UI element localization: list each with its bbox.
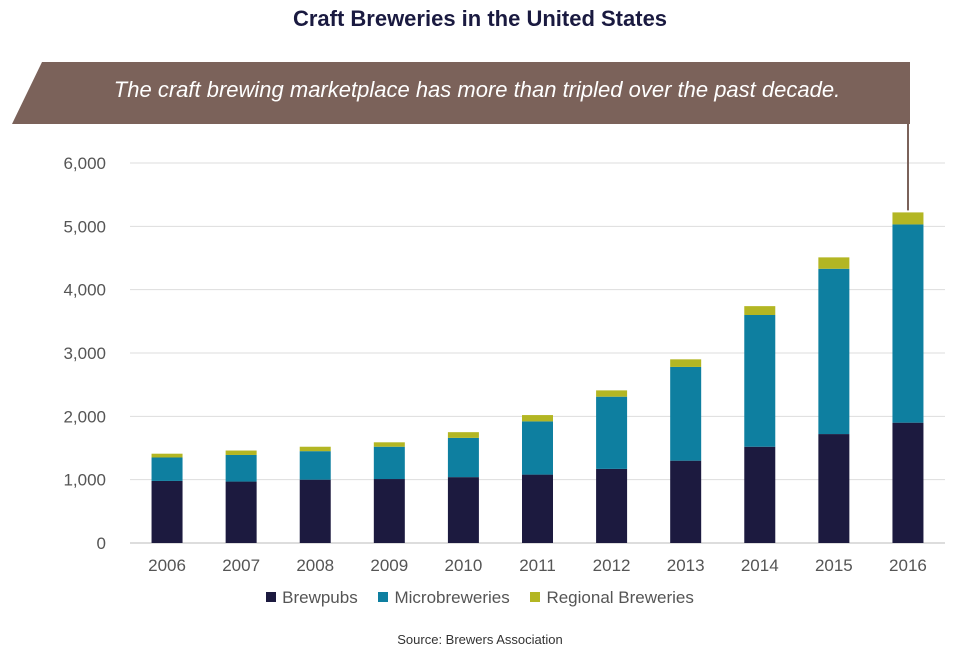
bar-segment-microbreweries: [670, 366, 702, 461]
bar-chart: 0 1,000 2,000 3,000 4,000 5,000 6,000 2006 2007 2…: [63, 124, 945, 575]
legend-item-brewpubs: Brewpubs: [266, 588, 358, 608]
x-tick-label: 2010: [444, 556, 482, 575]
y-tick-label: 1,000: [63, 471, 106, 490]
banner-text: The craft brewing marketplace has more t…: [113, 77, 841, 102]
y-tick-label: 2,000: [63, 407, 106, 426]
bar-segment-microbreweries: [151, 457, 183, 481]
bar-segment-brewpubs: [670, 460, 702, 543]
bar-segment-brewpubs: [299, 479, 331, 543]
legend-label-brewpubs: Brewpubs: [282, 588, 358, 607]
bar-segment-brewpubs: [151, 480, 183, 543]
chart-title: Craft Breweries in the United States: [292, 6, 668, 31]
legend-label-regional-breweries: Regional Breweries: [546, 588, 694, 607]
bar-segment-regional-breweries: [373, 442, 405, 447]
legend-item-microbreweries: Microbreweries: [378, 588, 510, 608]
bar-segment-brewpubs: [892, 422, 924, 543]
x-tick-label: 2007: [222, 556, 260, 575]
bar-segment-regional-breweries: [744, 306, 776, 315]
bar-segment-brewpubs: [522, 474, 553, 543]
bar-segment-microbreweries: [299, 451, 331, 480]
banner-shape: [12, 62, 910, 124]
source-note: Source: Brewers Association: [397, 632, 563, 647]
bar-segment-microbreweries: [596, 396, 628, 469]
bar-segment-microbreweries: [447, 437, 479, 478]
legend: Brewpubs Microbreweries Regional Breweri…: [0, 588, 960, 608]
y-tick-label: 4,000: [63, 281, 106, 300]
bar-segment-microbreweries: [522, 421, 553, 475]
bar-segment-regional-breweries: [892, 212, 924, 225]
bar-segment-microbreweries: [225, 454, 257, 482]
y-tick-label: 5,000: [63, 217, 106, 236]
bar-segment-brewpubs: [596, 468, 628, 543]
x-tick-label: 2013: [667, 556, 705, 575]
x-tick-label: 2016: [889, 556, 927, 575]
legend-item-regional-breweries: Regional Breweries: [530, 588, 694, 608]
bar-segment-brewpubs: [744, 446, 776, 543]
callout-banner: The craft brewing marketplace has more t…: [12, 62, 910, 124]
bar-segment-regional-breweries: [447, 432, 479, 438]
x-tick-label: 2012: [593, 556, 631, 575]
bar-segment-brewpubs: [447, 477, 479, 543]
x-tick-label: 2008: [296, 556, 334, 575]
x-tick-label: 2015: [815, 556, 853, 575]
bar-segment-regional-breweries: [225, 450, 257, 455]
bar-segment-regional-breweries: [151, 453, 183, 458]
bar-segment-microbreweries: [892, 224, 924, 423]
bar-segment-regional-breweries: [596, 390, 628, 397]
bar-segment-brewpubs: [373, 479, 405, 543]
legend-swatch-regional-breweries: [530, 592, 541, 602]
bar-segment-brewpubs: [818, 434, 850, 543]
x-tick-label: 2006: [148, 556, 186, 575]
bar-segment-regional-breweries: [818, 257, 850, 269]
y-tick-label: 3,000: [63, 344, 106, 363]
bar-segment-brewpubs: [225, 481, 257, 543]
y-tick-label: 0: [97, 534, 106, 553]
legend-swatch-brewpubs: [266, 592, 277, 602]
bar-segment-microbreweries: [373, 446, 405, 480]
x-tick-label: 2014: [741, 556, 779, 575]
legend-label-microbreweries: Microbreweries: [394, 588, 510, 607]
bar-segment-regional-breweries: [522, 415, 553, 422]
bar-segment-regional-breweries: [299, 446, 331, 452]
x-tick-label: 2009: [370, 556, 408, 575]
bar-segment-microbreweries: [744, 315, 776, 447]
bar-segment-regional-breweries: [670, 359, 702, 367]
legend-swatch-microbreweries: [378, 592, 389, 602]
x-tick-label: 2011: [519, 556, 556, 575]
bar-segment-microbreweries: [818, 268, 850, 435]
y-tick-label: 6,000: [63, 154, 106, 173]
